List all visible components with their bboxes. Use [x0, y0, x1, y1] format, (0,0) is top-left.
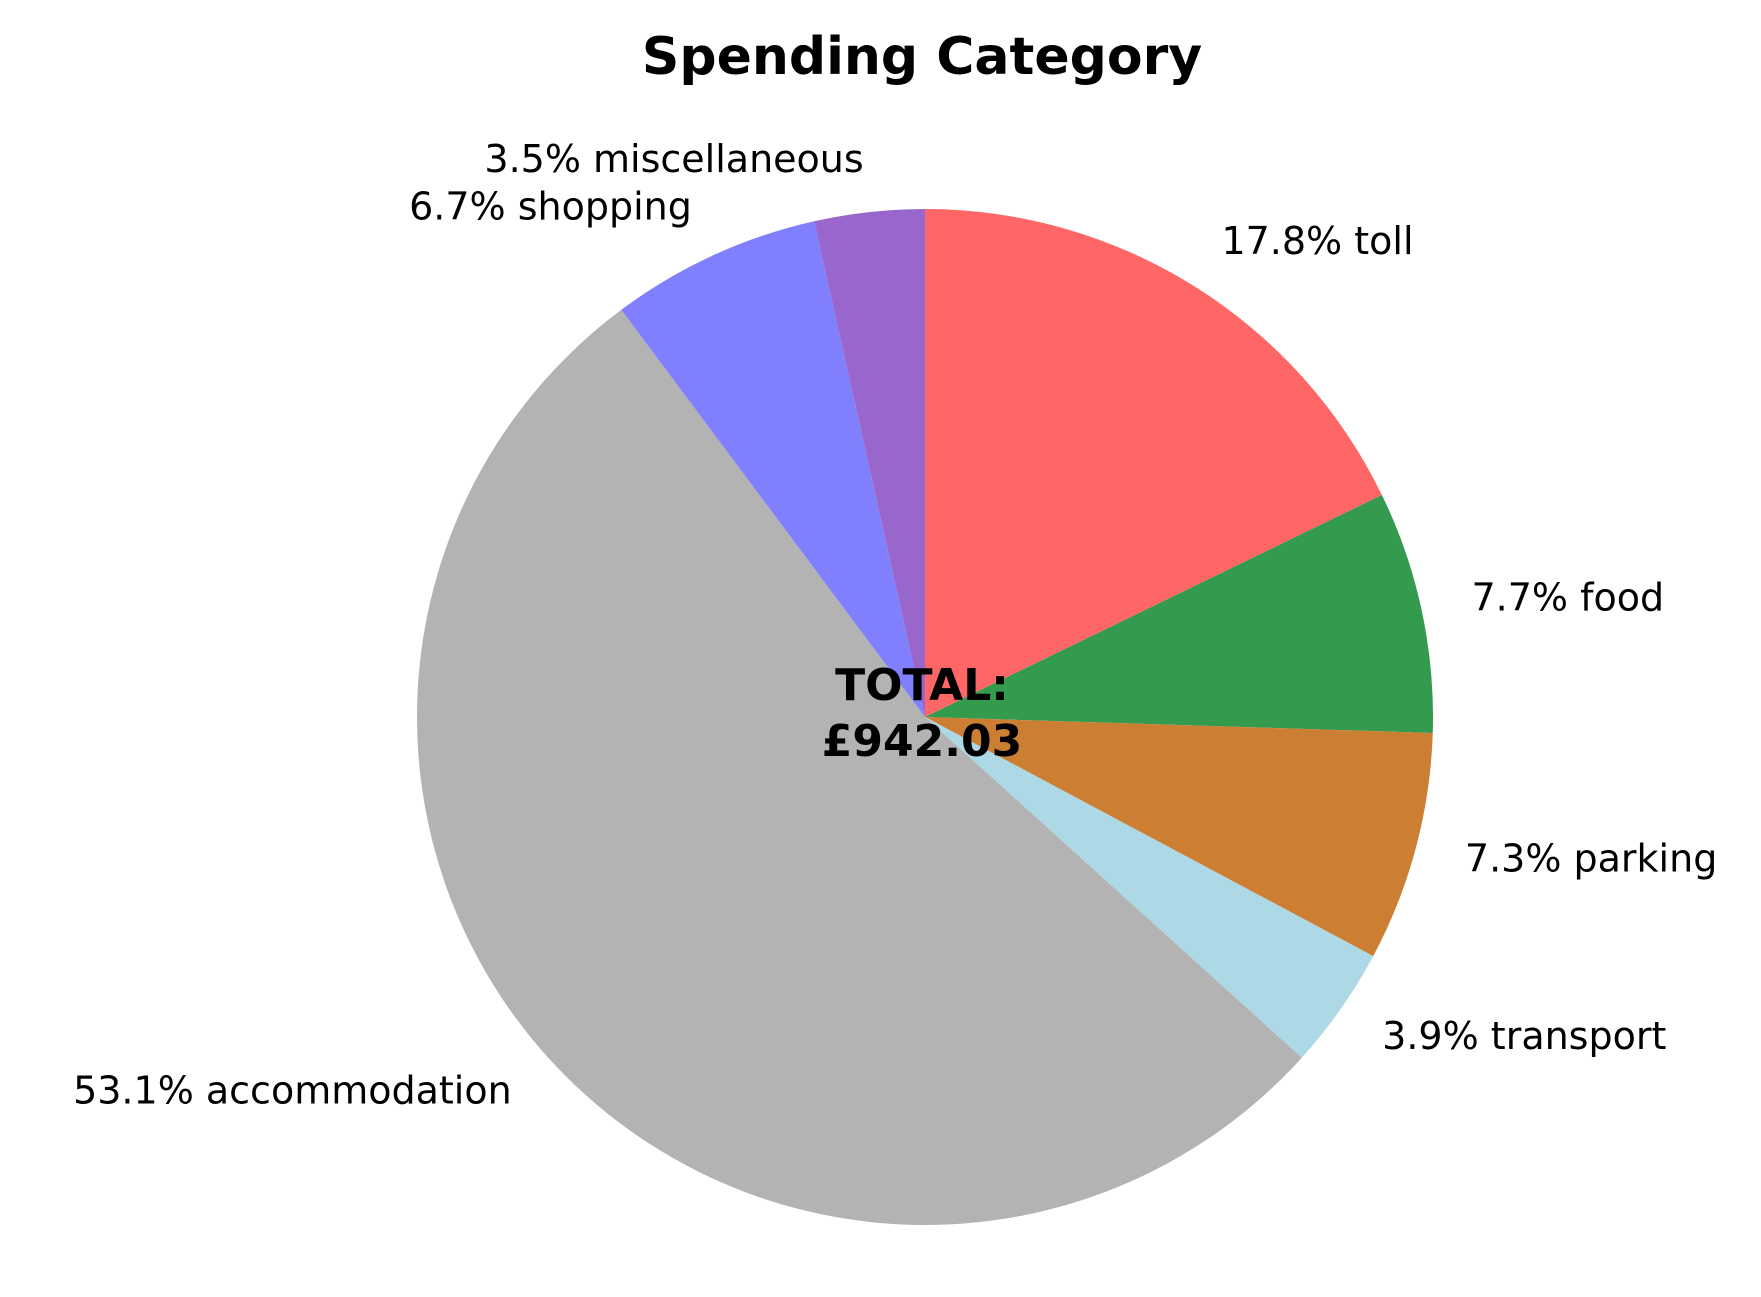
pie-slices: [416, 209, 1433, 1226]
slice-labels: 17.8% toll 7.7% food 7.3% parking 3.9% tran…: [73, 137, 1717, 1113]
slice-label-miscellaneous: 3.5% miscellaneous: [484, 137, 863, 181]
slice-label-parking: 7.3% parking: [1465, 837, 1717, 881]
pie-slice-accommodation: [416, 309, 1302, 1226]
pie-slice-parking: [925, 717, 1433, 957]
pie-slice-transport: [925, 717, 1374, 1058]
center-total-label: TOTAL:: [835, 660, 1009, 711]
pie-slice-toll: [925, 209, 1382, 717]
slice-label-accommodation: 53.1% accommodation: [73, 1069, 512, 1113]
slice-label-toll: 17.8% toll: [1221, 219, 1413, 263]
pie-slice-miscellaneous: [814, 209, 925, 717]
pie-slice-shopping: [621, 221, 925, 717]
slice-label-food: 7.7% food: [1471, 576, 1664, 620]
chart-title: Spending Category: [642, 27, 1202, 87]
pie-slice-food: [925, 494, 1433, 733]
slice-label-shopping: 6.7% shopping: [409, 185, 692, 229]
slice-label-transport: 3.9% transport: [1382, 1014, 1666, 1058]
center-total-value: £942.03: [822, 716, 1022, 767]
